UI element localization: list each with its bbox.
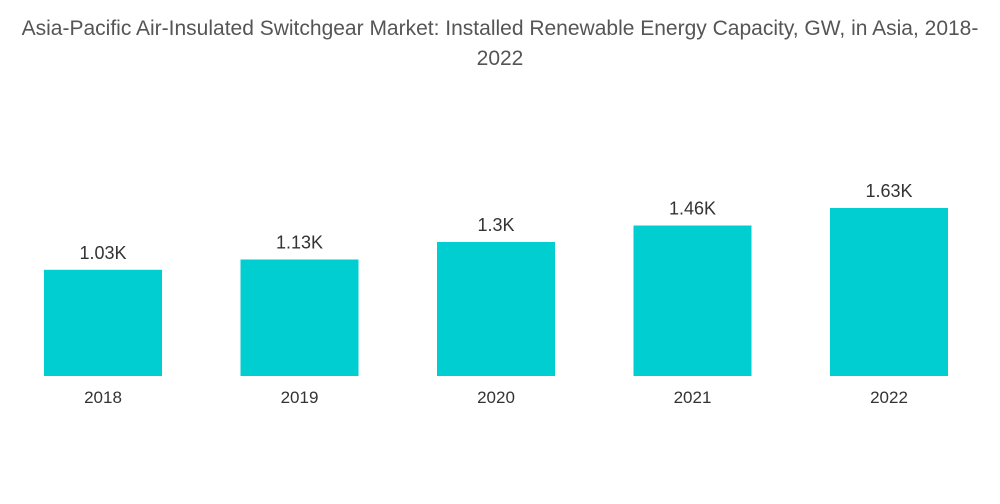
data-label-2020: 1.3K [477,215,514,235]
data-label-2022: 1.63K [865,181,912,201]
x-tick-label-2018: 2018 [84,388,122,407]
data-label-2018: 1.03K [79,243,126,263]
bar-2021 [633,225,752,376]
x-tick-label-2022: 2022 [870,388,908,407]
data-label-2021: 1.46K [669,199,716,219]
x-tick-label-2020: 2020 [477,388,515,407]
x-tick-label-2021: 2021 [674,388,712,407]
x-tick-label-2019: 2019 [281,388,319,407]
bar-2020 [437,242,555,376]
data-label-2019: 1.13K [276,233,323,253]
chart-title: Asia-Pacific Air-Insulated Switchgear Ma… [21,17,979,70]
bar-2018 [44,269,162,376]
bar-2022 [830,208,948,376]
bar-2019 [240,259,359,376]
